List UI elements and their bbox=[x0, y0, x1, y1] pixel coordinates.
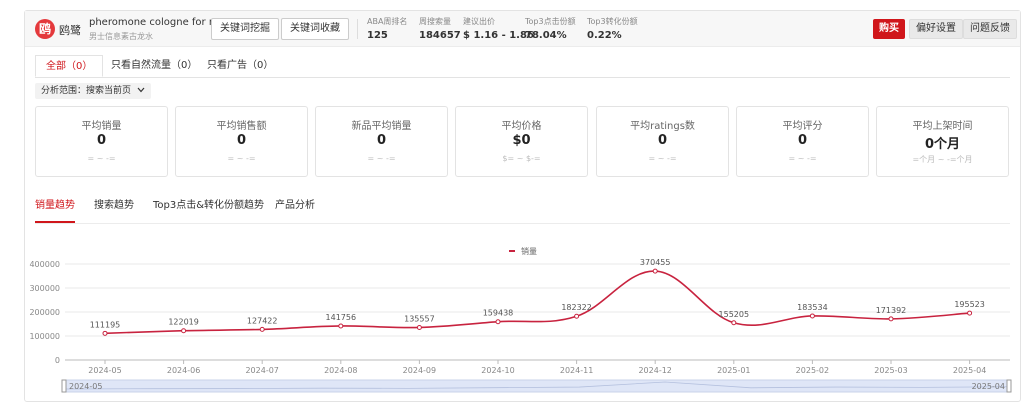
card-avg-sales: 平均销量 0 = ~ -= bbox=[35, 106, 168, 177]
card-avg-score: 平均评分 0 = ~ -= bbox=[736, 106, 869, 177]
data-label: 171392 bbox=[876, 306, 907, 315]
data-point bbox=[181, 328, 187, 334]
data-label: 195523 bbox=[954, 300, 985, 309]
data-point bbox=[809, 313, 815, 319]
data-label: 127422 bbox=[247, 316, 278, 325]
y-tick-label: 200000 bbox=[29, 308, 60, 317]
x-tick-label: 2024-07 bbox=[245, 366, 278, 375]
zoom-preview-line bbox=[64, 381, 1009, 390]
x-tick-label: 2024-12 bbox=[638, 366, 671, 375]
card-avg-listing-age: 平均上架时间 0个月 =个月 ~ -=个月 bbox=[876, 106, 1009, 177]
header-bar: 鸥 鸥鹭 pheromone cologne for men 男士信息素古龙水 … bbox=[25, 11, 1020, 47]
filter-tabs-divider bbox=[35, 77, 1010, 78]
x-tick-label: 2025-01 bbox=[717, 366, 750, 375]
data-label: 135557 bbox=[404, 314, 435, 323]
data-point bbox=[495, 319, 501, 325]
zoom-handle-end[interactable] bbox=[1006, 379, 1012, 393]
data-point bbox=[102, 330, 108, 336]
data-label: 182322 bbox=[561, 303, 592, 312]
tab-organic-only[interactable]: 只看自然流量（0） bbox=[111, 60, 198, 71]
series-line-sales bbox=[104, 270, 970, 335]
zoom-end-label: 2025-04 bbox=[972, 382, 1005, 391]
legend-label: 销量 bbox=[521, 246, 537, 256]
x-tick-label: 2024-11 bbox=[560, 366, 593, 375]
y-tick-label: 400000 bbox=[29, 260, 60, 269]
stat-top3-conversion-share: Top3转化份额 0.22% bbox=[587, 17, 638, 41]
card-avg-revenue: 平均销售额 0 = ~ -= bbox=[175, 106, 308, 177]
data-point bbox=[259, 326, 265, 332]
y-tick-label: 100000 bbox=[29, 332, 60, 341]
y-tick-label: 300000 bbox=[29, 284, 60, 293]
keyword-title: pheromone cologne for men bbox=[89, 17, 232, 28]
zoom-slider-track[interactable] bbox=[62, 379, 1011, 393]
data-point bbox=[416, 324, 422, 330]
x-tick-label: 2024-08 bbox=[324, 366, 357, 375]
data-point bbox=[731, 320, 737, 326]
x-tick-label: 2024-10 bbox=[481, 366, 514, 375]
card-new-avg-sales: 新品平均销量 0 = ~ -= bbox=[315, 106, 448, 177]
tab-top3-share-trend[interactable]: Top3点击&转化份额趋势 bbox=[153, 200, 265, 211]
data-label: 159438 bbox=[483, 309, 514, 318]
stat-top3-click-share: Top3点击份额 78.04% bbox=[525, 17, 576, 41]
y-tick-label: 0 bbox=[55, 356, 60, 365]
data-label: 155205 bbox=[719, 310, 750, 319]
feedback-button[interactable]: 问题反馈 bbox=[963, 19, 1017, 39]
x-tick-label: 2024-09 bbox=[403, 366, 436, 375]
analysis-scope-select[interactable]: 分析范围：搜索当前页 bbox=[35, 83, 151, 99]
sales-trend-chart: 销量 0 100000 200000 300000 400000 2024-05 2024-0… bbox=[29, 246, 1012, 393]
data-point bbox=[967, 310, 973, 316]
data-label: 370455 bbox=[640, 258, 671, 267]
data-label: 183534 bbox=[797, 303, 828, 312]
zoom-start-label: 2024-05 bbox=[69, 382, 102, 391]
data-point bbox=[652, 268, 658, 274]
preferences-button[interactable]: 偏好设置 bbox=[909, 19, 963, 39]
data-point bbox=[574, 313, 580, 319]
x-tick-label: 2025-02 bbox=[796, 366, 829, 375]
card-avg-price: 平均价格 $0 $= ~ $-= bbox=[455, 106, 588, 177]
x-tick-label: 2025-03 bbox=[874, 366, 907, 375]
card-avg-ratings: 平均ratings数 0 = ~ -= bbox=[596, 106, 729, 177]
data-point bbox=[888, 316, 894, 322]
chart-tabs-divider bbox=[35, 223, 1010, 224]
stat-suggested-bid: 建议出价 $ 1.16 - 1.86 bbox=[463, 17, 534, 41]
tab-ads-only[interactable]: 只看广告（0） bbox=[207, 60, 274, 71]
tab-all[interactable]: 全部（0） bbox=[35, 55, 104, 77]
data-label: 122019 bbox=[168, 318, 199, 327]
buy-button[interactable]: 购买 bbox=[873, 19, 905, 39]
stat-weekly-search: 周搜索量 184657 bbox=[419, 17, 461, 41]
keyword-mining-button[interactable]: 关键词挖掘 bbox=[211, 18, 279, 40]
keyword-collect-button[interactable]: 关键词收藏 bbox=[281, 18, 349, 40]
ouly-logo-icon: 鸥 bbox=[35, 19, 55, 39]
keyword-analysis-panel: 鸥 鸥鹭 pheromone cologne for men 男士信息素古龙水 … bbox=[24, 10, 1021, 402]
x-tick-label: 2025-04 bbox=[953, 366, 986, 375]
chevron-down-icon bbox=[137, 83, 145, 99]
data-label: 111195 bbox=[90, 320, 121, 329]
keyword-translation: 男士信息素古龙水 bbox=[89, 32, 153, 41]
zoom-handle-start[interactable] bbox=[61, 379, 67, 393]
data-point bbox=[338, 323, 344, 329]
tab-sales-trend[interactable]: 销量趋势 bbox=[35, 199, 75, 223]
analysis-scope-label: 分析范围：搜索当前页 bbox=[41, 86, 132, 96]
x-tick-label: 2024-05 bbox=[88, 366, 121, 375]
stat-aba-rank: ABA周排名 125 bbox=[367, 17, 408, 41]
x-tick-label: 2024-06 bbox=[167, 366, 200, 375]
data-label: 141756 bbox=[326, 313, 357, 322]
brand-name: 鸥鹭 bbox=[59, 24, 81, 37]
header-divider bbox=[357, 19, 358, 39]
tab-product-analysis[interactable]: 产品分析 bbox=[275, 200, 315, 211]
tab-search-trend[interactable]: 搜索趋势 bbox=[94, 200, 134, 211]
